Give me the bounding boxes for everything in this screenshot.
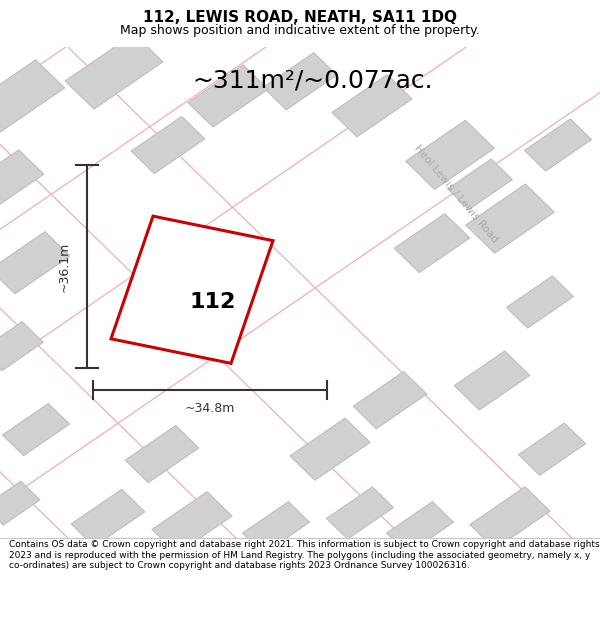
Text: ~36.1m: ~36.1m [58,241,71,291]
Polygon shape [470,487,550,549]
Polygon shape [131,116,205,174]
Polygon shape [466,184,554,253]
Polygon shape [454,351,530,410]
Polygon shape [2,404,70,456]
Polygon shape [0,322,43,371]
Polygon shape [524,119,592,171]
Polygon shape [0,150,44,209]
Text: ~34.8m: ~34.8m [185,402,235,416]
Text: Heol Lewis / Lewis Road: Heol Lewis / Lewis Road [412,143,500,245]
Polygon shape [188,65,268,127]
Polygon shape [125,426,199,483]
Polygon shape [71,489,145,546]
Polygon shape [506,276,574,328]
Polygon shape [242,502,310,554]
Text: Map shows position and indicative extent of the property.: Map shows position and indicative extent… [120,24,480,36]
Polygon shape [332,74,412,137]
Polygon shape [353,371,427,429]
Polygon shape [448,159,512,209]
Polygon shape [65,34,163,109]
Polygon shape [111,216,273,363]
Polygon shape [394,214,470,272]
Polygon shape [290,418,370,481]
Polygon shape [263,52,337,110]
Polygon shape [326,487,394,539]
Polygon shape [0,60,65,132]
Polygon shape [0,232,70,294]
Text: 112, LEWIS ROAD, NEATH, SA11 1DQ: 112, LEWIS ROAD, NEATH, SA11 1DQ [143,10,457,25]
Polygon shape [406,120,494,189]
Polygon shape [518,423,586,475]
Text: ~311m²/~0.077ac.: ~311m²/~0.077ac. [192,69,433,93]
Polygon shape [0,481,40,525]
Text: Contains OS data © Crown copyright and database right 2021. This information is : Contains OS data © Crown copyright and d… [9,540,599,570]
Polygon shape [152,492,232,554]
Polygon shape [386,502,454,554]
Text: 112: 112 [190,292,236,312]
